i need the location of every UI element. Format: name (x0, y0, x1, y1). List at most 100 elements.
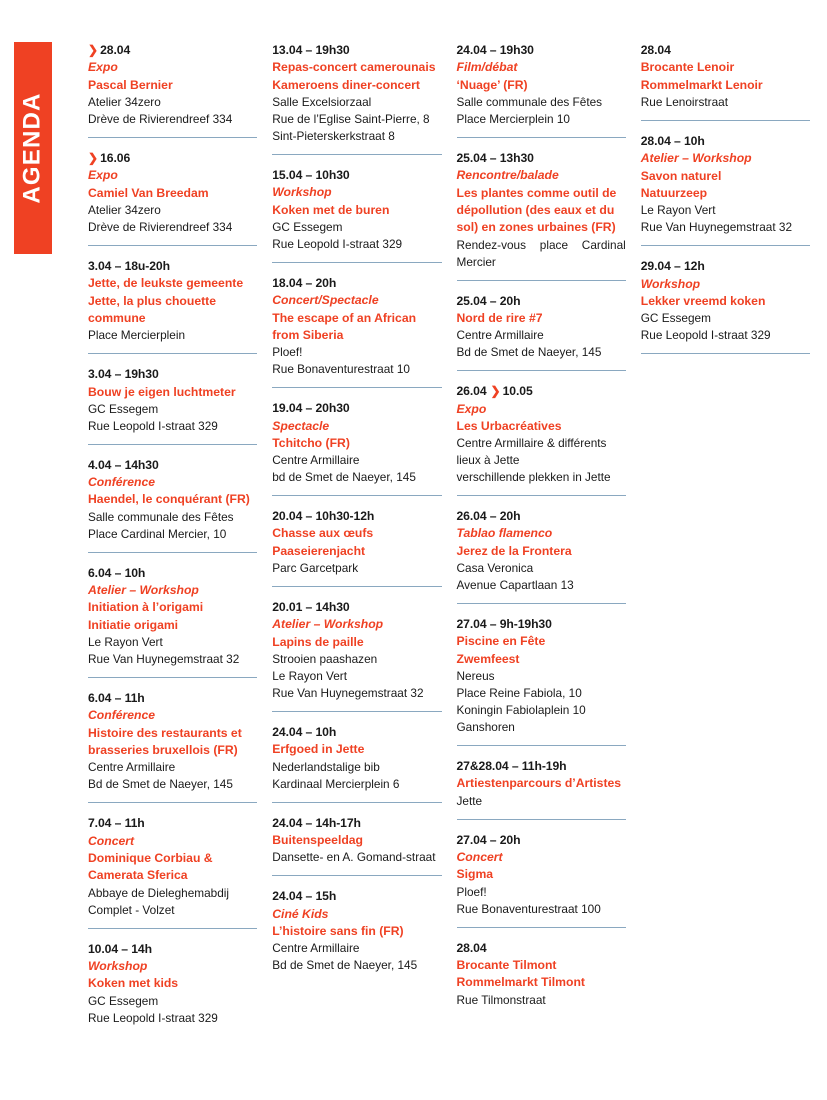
entry-detail: Bd de Smet de Naeyer, 145 (272, 958, 418, 973)
agenda-entry[interactable]: 15.04 – 10h30 Workshop Koken met de buren G… (272, 167, 442, 263)
entry-date: 4.04 – 14h30 (88, 457, 257, 474)
agenda-columns: ❯ 28.04 Expo Pascal Bernier Atelier 34zero Dr… (88, 42, 810, 1036)
agenda-entry[interactable]: 29.04 – 12h Workshop Lekker vreemd koken GC… (640, 258, 810, 355)
entry-date: 24.04 – 10h (272, 724, 441, 741)
entry-detail: Abbaye de Dieleghemabdij (88, 885, 230, 900)
entry-date-text: 26.04 (456, 384, 487, 399)
agenda-entry[interactable]: 20.01 – 14h30 Atelier – Workshop Lapins de… (272, 599, 442, 713)
agenda-entry[interactable]: ❯ 16.06 Expo Camiel Van Breedam Atelier 34ze… (88, 150, 258, 246)
entry-category: Concert/Spectacle (272, 293, 379, 308)
agenda-entry[interactable]: 24.04 – 19h30 Film/débat ‘Nuage’ (FR) Salle… (456, 42, 626, 138)
agenda-banner: AGENDA (14, 42, 52, 254)
agenda-entry[interactable]: 3.04 – 19h30 Bouw je eigen luchtmeter GC E… (88, 366, 258, 445)
agenda-banner-label: AGENDA (19, 92, 46, 204)
agenda-entry[interactable]: 27.04 – 9h-19h30 Piscine en Fête Zwemfeest… (456, 616, 626, 746)
entry-date-text: 27&28.04 – 11h-19h (456, 759, 567, 773)
entry-detail: Sint-Pieterskerkstraat 8 (272, 128, 395, 143)
agenda-entry[interactable]: 26.04 – 20h Tablao flamenco Jerez de la Fr… (456, 508, 626, 605)
agenda-entry[interactable]: 24.04 – 14h-17h Buitenspeeldag Dansette- e… (272, 815, 442, 877)
agenda-entry[interactable]: 25.04 – 13h30 Rencontre/balade Les plantes… (456, 150, 626, 281)
entry-title: Lapins de paille (272, 634, 364, 649)
entry-date-text: 28.04 – 10h (640, 133, 705, 148)
entry-date-text: 16.06 (100, 150, 131, 165)
entry-detail: Complet - Volzet (88, 902, 175, 917)
entry-detail: Centre Armillaire & différents lieux à J… (456, 436, 607, 468)
entry-date: 18.04 – 20h (272, 275, 441, 292)
agenda-entry[interactable]: 25.04 – 20h Nord de rire #7 Centre Armilla… (456, 293, 626, 372)
chevron-right-icon: ❯ (490, 384, 501, 399)
entry-category: Rencontre/balade (456, 168, 559, 183)
entry-date: 3.04 – 19h30 (88, 366, 257, 383)
entry-detail: Centre Armillaire (456, 328, 544, 343)
entry-detail: Nederlandstalige bib (272, 759, 380, 774)
entry-detail: Rue Bonaventurestraat 10 (272, 362, 410, 377)
agenda-entry[interactable]: 28.04 Brocante Tilmont Rommelmarkt Tilmont… (457, 940, 626, 1018)
entry-title: Artiestenparcours d’Artistes (456, 776, 622, 791)
entry-title: Zwemfeest (456, 651, 520, 666)
entry-detail: Place Cardinal Mercier, 10 (88, 526, 227, 541)
entry-detail: Rue Van Huynegemstraat 32 (640, 220, 793, 235)
entry-date-text: 3.04 – 18u-20h (88, 258, 170, 273)
entry-category: Conférence (88, 708, 156, 723)
agenda-entry[interactable]: 4.04 – 14h30 Conférence Haendel, le conqué… (88, 457, 258, 553)
entry-date-text: 6.04 – 11h (88, 691, 145, 706)
entry-title: Brocante Lenoir (640, 60, 735, 75)
entry-detail: Centre Armillaire (272, 941, 360, 956)
entry-title: Buitenspeeldag (272, 832, 363, 847)
entry-title: Initiation à l’origami (88, 600, 204, 615)
agenda-entry[interactable]: 18.04 – 20h Concert/Spectacle The escape o… (272, 275, 442, 389)
entry-date-text: 18.04 – 20h (272, 275, 337, 290)
entry-date: 28.04 – 10h (641, 133, 810, 150)
agenda-entry[interactable]: 13.04 – 19h30 Repas-concert camerounais Ka… (272, 42, 442, 155)
entry-detail: Strooien paashazen (272, 652, 378, 667)
entry-detail: Koningin Fabiolaplein 10 (456, 703, 586, 718)
agenda-entry[interactable]: 6.04 – 11h Conférence Histoire des restaur… (88, 690, 258, 804)
entry-detail: Place Reine Fabiola, 10 (456, 686, 582, 701)
entry-title: Brocante Tilmont (456, 957, 557, 972)
agenda-entry[interactable]: 6.04 – 10h Atelier – Workshop Initiation à… (88, 565, 258, 679)
entry-date: 25.04 – 20h (457, 293, 626, 310)
entry-date: 27.04 – 9h-19h30 (457, 616, 626, 633)
entry-date-text: 27.04 – 20h (456, 832, 521, 847)
entry-title: Haendel, le conquérant (FR) (88, 492, 250, 507)
entry-date-text: 24.04 – 14h-17h (272, 815, 361, 830)
entry-date-text: 25.04 – 13h30 (456, 150, 534, 165)
agenda-entry[interactable]: 27.04 – 20h Concert Sigma Ploef! Rue Bonaven… (456, 832, 626, 928)
agenda-entry[interactable]: 20.04 – 10h30-12h Chasse aux œufs Paaseier… (272, 508, 442, 588)
agenda-entry[interactable]: 24.04 – 15h Ciné Kids L’histoire sans fin … (272, 888, 441, 983)
entry-date-text: 27.04 – 9h-19h30 (456, 617, 552, 632)
agenda-entry[interactable]: 28.04 Brocante Lenoir Rommelmarkt Lenoir Ru… (640, 42, 810, 121)
entry-title: Les plantes comme outil de dépollution (… (456, 185, 617, 235)
entry-title: Tchitcho (FR) (272, 435, 350, 450)
entry-date-end-text: 10.05 (502, 384, 533, 399)
agenda-entry[interactable]: 27&28.04 – 11h-19h Artiestenparcours d’Ar… (456, 758, 626, 820)
entry-detail: GC Essegem (88, 993, 159, 1008)
entry-title: Pascal Bernier (88, 77, 173, 92)
entry-date: 27&28.04 – 11h-19h (457, 758, 626, 775)
entry-date-text: 26.04 – 20h (456, 509, 521, 524)
entry-title: Piscine en Fête (456, 634, 546, 649)
entry-date-text: 20.01 – 14h30 (272, 600, 350, 615)
agenda-entry[interactable]: 26.04 ❯ 10.05 Expo Les Urbacréatives Centre A… (456, 383, 626, 497)
entry-title: Histoire des restaurants et brasseries b… (88, 725, 242, 758)
entry-detail: bd de Smet de Naeyer, 145 (272, 470, 416, 485)
entry-date: 15.04 – 10h30 (272, 167, 441, 184)
agenda-entry[interactable]: 10.04 – 14h Workshop Koken met kids GC Esse… (88, 941, 257, 1036)
agenda-entry[interactable]: ❯ 28.04 Expo Pascal Bernier Atelier 34zero Dr… (88, 42, 258, 138)
entry-detail: Place Mercierplein (88, 328, 186, 343)
entry-date-text: 28.04 (100, 43, 131, 57)
agenda-entry[interactable]: 3.04 – 18u-20h Jette, de leukste gemeente… (88, 258, 258, 355)
entry-detail: Avenue Capartlaan 13 (456, 578, 574, 593)
agenda-entry[interactable]: 7.04 – 11h Concert Dominique Corbiau & Cam… (88, 815, 258, 929)
entry-detail: Rendez-vous place Cardinal Mercier (456, 237, 626, 269)
entry-detail: Rue Lenoirstraat (640, 94, 728, 109)
agenda-entry[interactable]: 24.04 – 10h Erfgoed in Jette Nederlandstal… (272, 724, 442, 803)
entry-detail: Atelier 34zero (88, 94, 161, 109)
agenda-entry[interactable]: 28.04 – 10h Atelier – Workshop Savon natur… (640, 133, 810, 247)
entry-date-text: 19.04 – 20h30 (272, 401, 350, 416)
entry-detail: GC Essegem (272, 219, 343, 234)
agenda-entry[interactable]: 19.04 – 20h30 Spectacle Tchitcho (FR) Centr… (272, 400, 442, 497)
entry-title: Rommelmarkt Tilmont (456, 975, 585, 990)
entry-category: Spectacle (272, 418, 330, 433)
entry-date: 20.01 – 14h30 (272, 599, 441, 616)
